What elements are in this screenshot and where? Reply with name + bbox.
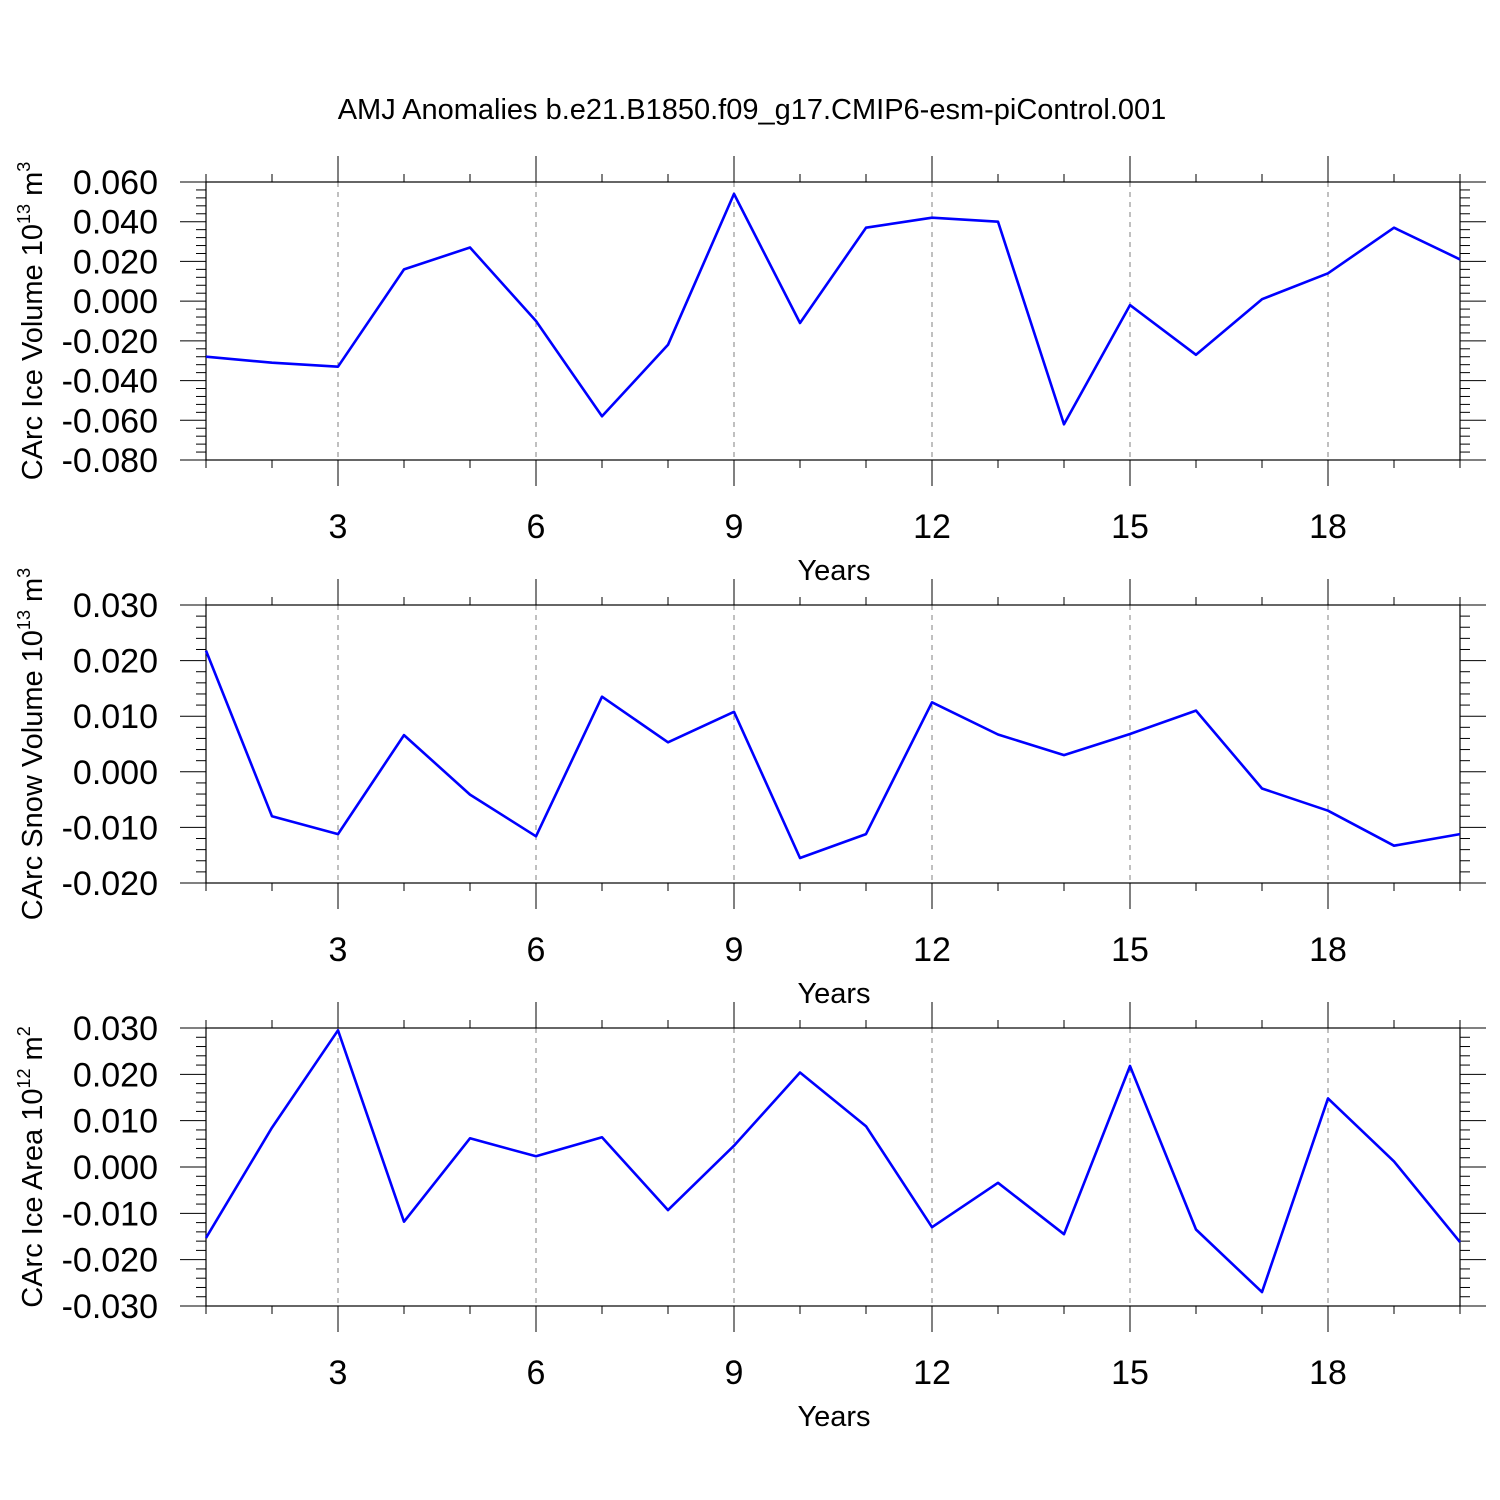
- ice-area-series-line: [204, 1029, 1462, 1294]
- ice-volume-y-tick-label: 0.060: [73, 164, 158, 202]
- snow-volume-x-tick-label: 18: [1309, 931, 1347, 969]
- snow-volume-panel: 3 6 9 12 15 18 -0.020 -0.010 0.000 0.010 0.020 0.03…: [14, 568, 1486, 1010]
- ice-volume-frame: [205, 181, 1461, 461]
- ice-area-x-tick-label: 18: [1309, 1354, 1347, 1392]
- ice-area-x-tick-label: 15: [1111, 1354, 1149, 1392]
- snow-volume-x-tick-label: 12: [913, 931, 951, 969]
- snow-volume-y-tick-label: -0.010: [62, 809, 158, 847]
- ice-area-y-axis-label: CArc Ice Area 1012 m2: [14, 1026, 49, 1307]
- ice-area-y-tick-label: -0.030: [62, 1288, 158, 1326]
- ice-volume-x-tick-label: 15: [1111, 508, 1149, 546]
- ice-area-x-tick-label: 6: [527, 1354, 546, 1392]
- ice-area-x-axis-label: Years: [797, 1401, 870, 1433]
- ice-volume-y-tick-label: -0.060: [62, 402, 158, 440]
- ice-volume-y-tick-label: -0.080: [62, 442, 158, 480]
- snow-volume-x-tick-label: 3: [329, 931, 348, 969]
- ice-volume-y-tick-label: -0.040: [62, 363, 158, 401]
- ice-area-y-tick-label: 0.010: [73, 1103, 158, 1141]
- ice-area-frame: [205, 1027, 1461, 1307]
- ice-volume-x-tick-label: 3: [329, 508, 348, 546]
- ice-area-y-tick-label: -0.010: [62, 1195, 158, 1233]
- ice-area-x-tick-label: 9: [725, 1354, 744, 1392]
- panels: 3 6 9 12 15 18-0.080-0.060-0.040-0.0200.0000.…: [14, 156, 1486, 1433]
- ice-volume-series-line: [205, 192, 1461, 426]
- ice-volume-panel: 3 6 9 12 15 18-0.080-0.060-0.040-0.0200.0000.…: [14, 156, 1486, 587]
- snow-volume-x-tick-label: 6: [527, 931, 546, 969]
- ice-area-panel: 3 6 9 12 15 18 -0.030 -0.020 -0.010 0.000 0.010 0.0…: [14, 1002, 1486, 1433]
- ice-volume-y-tick-label: -0.020: [62, 323, 158, 361]
- ice-area-x-tick-label: 3: [329, 1354, 348, 1392]
- ice-area-y-tick-label: 0.020: [73, 1056, 158, 1094]
- ice-volume-x-tick-label: 12: [913, 508, 951, 546]
- snow-volume-x-tick-label: 15: [1111, 931, 1149, 969]
- snow-volume-y-tick-label: 0.000: [73, 754, 158, 792]
- ice-volume-y-tick-label: 0.020: [73, 243, 158, 281]
- ice-area-y-tick-label: 0.000: [73, 1149, 158, 1187]
- ice-volume-x-tick-label: 18: [1309, 508, 1347, 546]
- ice-volume-y-axis-label: CArc Ice Volume 1013 m3: [14, 162, 49, 481]
- snow-volume-y-tick-label: 0.020: [73, 643, 158, 681]
- ice-volume-x-axis-label: Years: [797, 555, 870, 587]
- ice-area-x-tick-label: 12: [913, 1354, 951, 1392]
- snow-volume-x-axis-label: Years: [797, 978, 870, 1010]
- snow-volume-y-tick-label: 0.010: [73, 698, 158, 736]
- figure-title: AMJ Anomalies b.e21.B1850.f09_g17.CMIP6-…: [338, 94, 1167, 126]
- ice-area-y-tick-label: -0.020: [62, 1242, 158, 1280]
- snow-volume-y-axis-label: CArc Snow Volume 1013 m3: [14, 568, 49, 920]
- snow-volume-y-tick-label: -0.020: [62, 865, 158, 903]
- ice-volume-y-tick-label: 0.000: [73, 283, 158, 321]
- snow-volume-x-tick-label: 9: [725, 931, 744, 969]
- ice-volume-x-tick-label: 9: [725, 508, 744, 546]
- ice-volume-x-tick-label: 6: [527, 508, 546, 546]
- snow-volume-series-line: [204, 650, 1461, 860]
- snow-volume-y-tick-label: 0.030: [73, 587, 158, 625]
- snow-volume-frame: [205, 604, 1461, 884]
- ice-area-y-tick-label: 0.030: [73, 1010, 158, 1048]
- ice-volume-y-tick-label: 0.040: [73, 204, 158, 242]
